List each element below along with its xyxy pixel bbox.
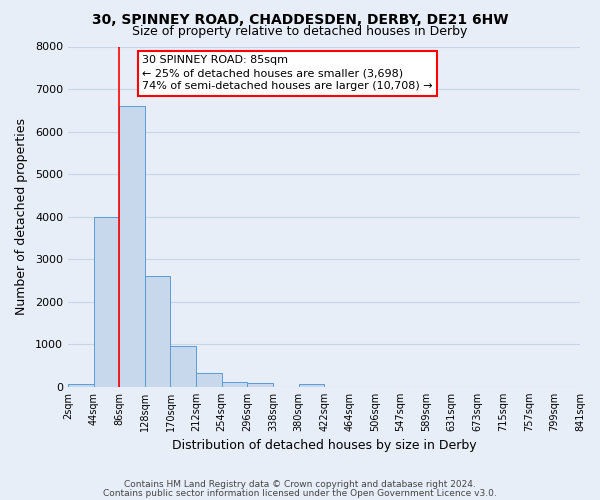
Bar — [119, 106, 145, 387]
Bar — [196, 373, 222, 387]
Text: Contains public sector information licensed under the Open Government Licence v3: Contains public sector information licen… — [103, 489, 497, 498]
Bar — [247, 384, 273, 387]
Bar — [299, 384, 324, 387]
Text: Contains HM Land Registry data © Crown copyright and database right 2024.: Contains HM Land Registry data © Crown c… — [124, 480, 476, 489]
Bar — [145, 276, 170, 387]
Text: 30, SPINNEY ROAD, CHADDESDEN, DERBY, DE21 6HW: 30, SPINNEY ROAD, CHADDESDEN, DERBY, DE2… — [92, 12, 508, 26]
X-axis label: Distribution of detached houses by size in Derby: Distribution of detached houses by size … — [172, 440, 476, 452]
Text: Size of property relative to detached houses in Derby: Size of property relative to detached ho… — [133, 25, 467, 38]
Text: 30 SPINNEY ROAD: 85sqm
← 25% of detached houses are smaller (3,698)
74% of semi-: 30 SPINNEY ROAD: 85sqm ← 25% of detached… — [142, 55, 433, 92]
Bar — [170, 346, 196, 387]
Bar — [68, 384, 94, 387]
Bar — [222, 382, 247, 387]
Bar — [94, 216, 119, 387]
Y-axis label: Number of detached properties: Number of detached properties — [15, 118, 28, 315]
